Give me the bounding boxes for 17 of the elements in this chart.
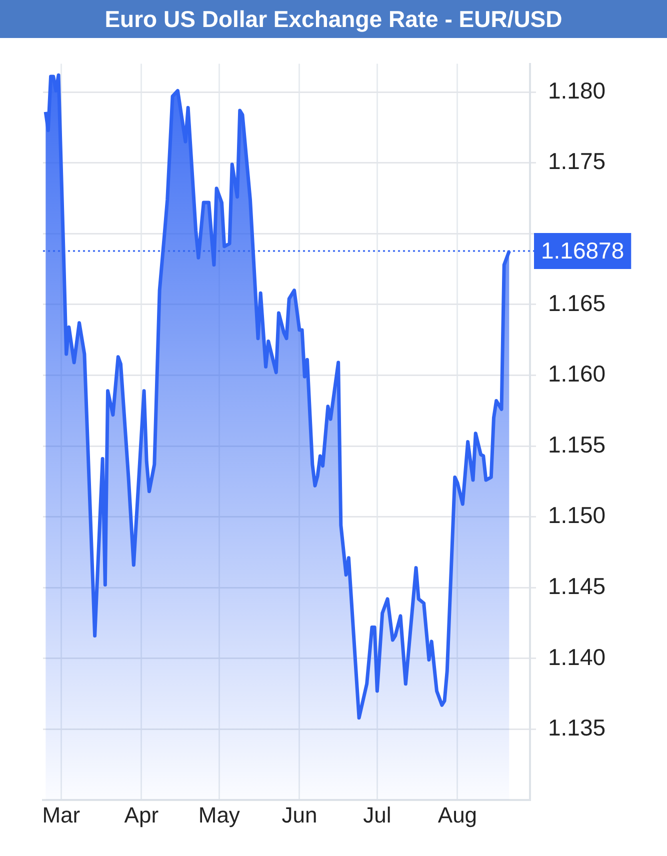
chart-title: Euro US Dollar Exchange Rate - EUR/USD <box>0 0 667 38</box>
y-tick-label: 1.135 <box>548 714 606 741</box>
x-tick-label: May <box>198 802 240 828</box>
y-tick-label: 1.160 <box>548 360 606 387</box>
x-tick-label: Mar <box>42 802 80 828</box>
x-tick-label: Jul <box>363 802 392 828</box>
x-tick-label: Jun <box>282 802 318 828</box>
x-tick-label: Apr <box>124 802 159 828</box>
y-tick-label: 1.140 <box>548 644 606 670</box>
y-tick-label: 1.180 <box>548 77 606 104</box>
y-tick-label: 1.165 <box>548 290 606 316</box>
y-tick-label: 1.155 <box>548 431 606 458</box>
y-tick-label: 1.145 <box>548 572 606 599</box>
ref-line-label: 1.16878 <box>541 237 624 264</box>
y-tick-label: 1.150 <box>548 502 606 528</box>
x-tick-label: Aug <box>438 802 478 828</box>
y-tick-label: 1.175 <box>548 148 606 174</box>
